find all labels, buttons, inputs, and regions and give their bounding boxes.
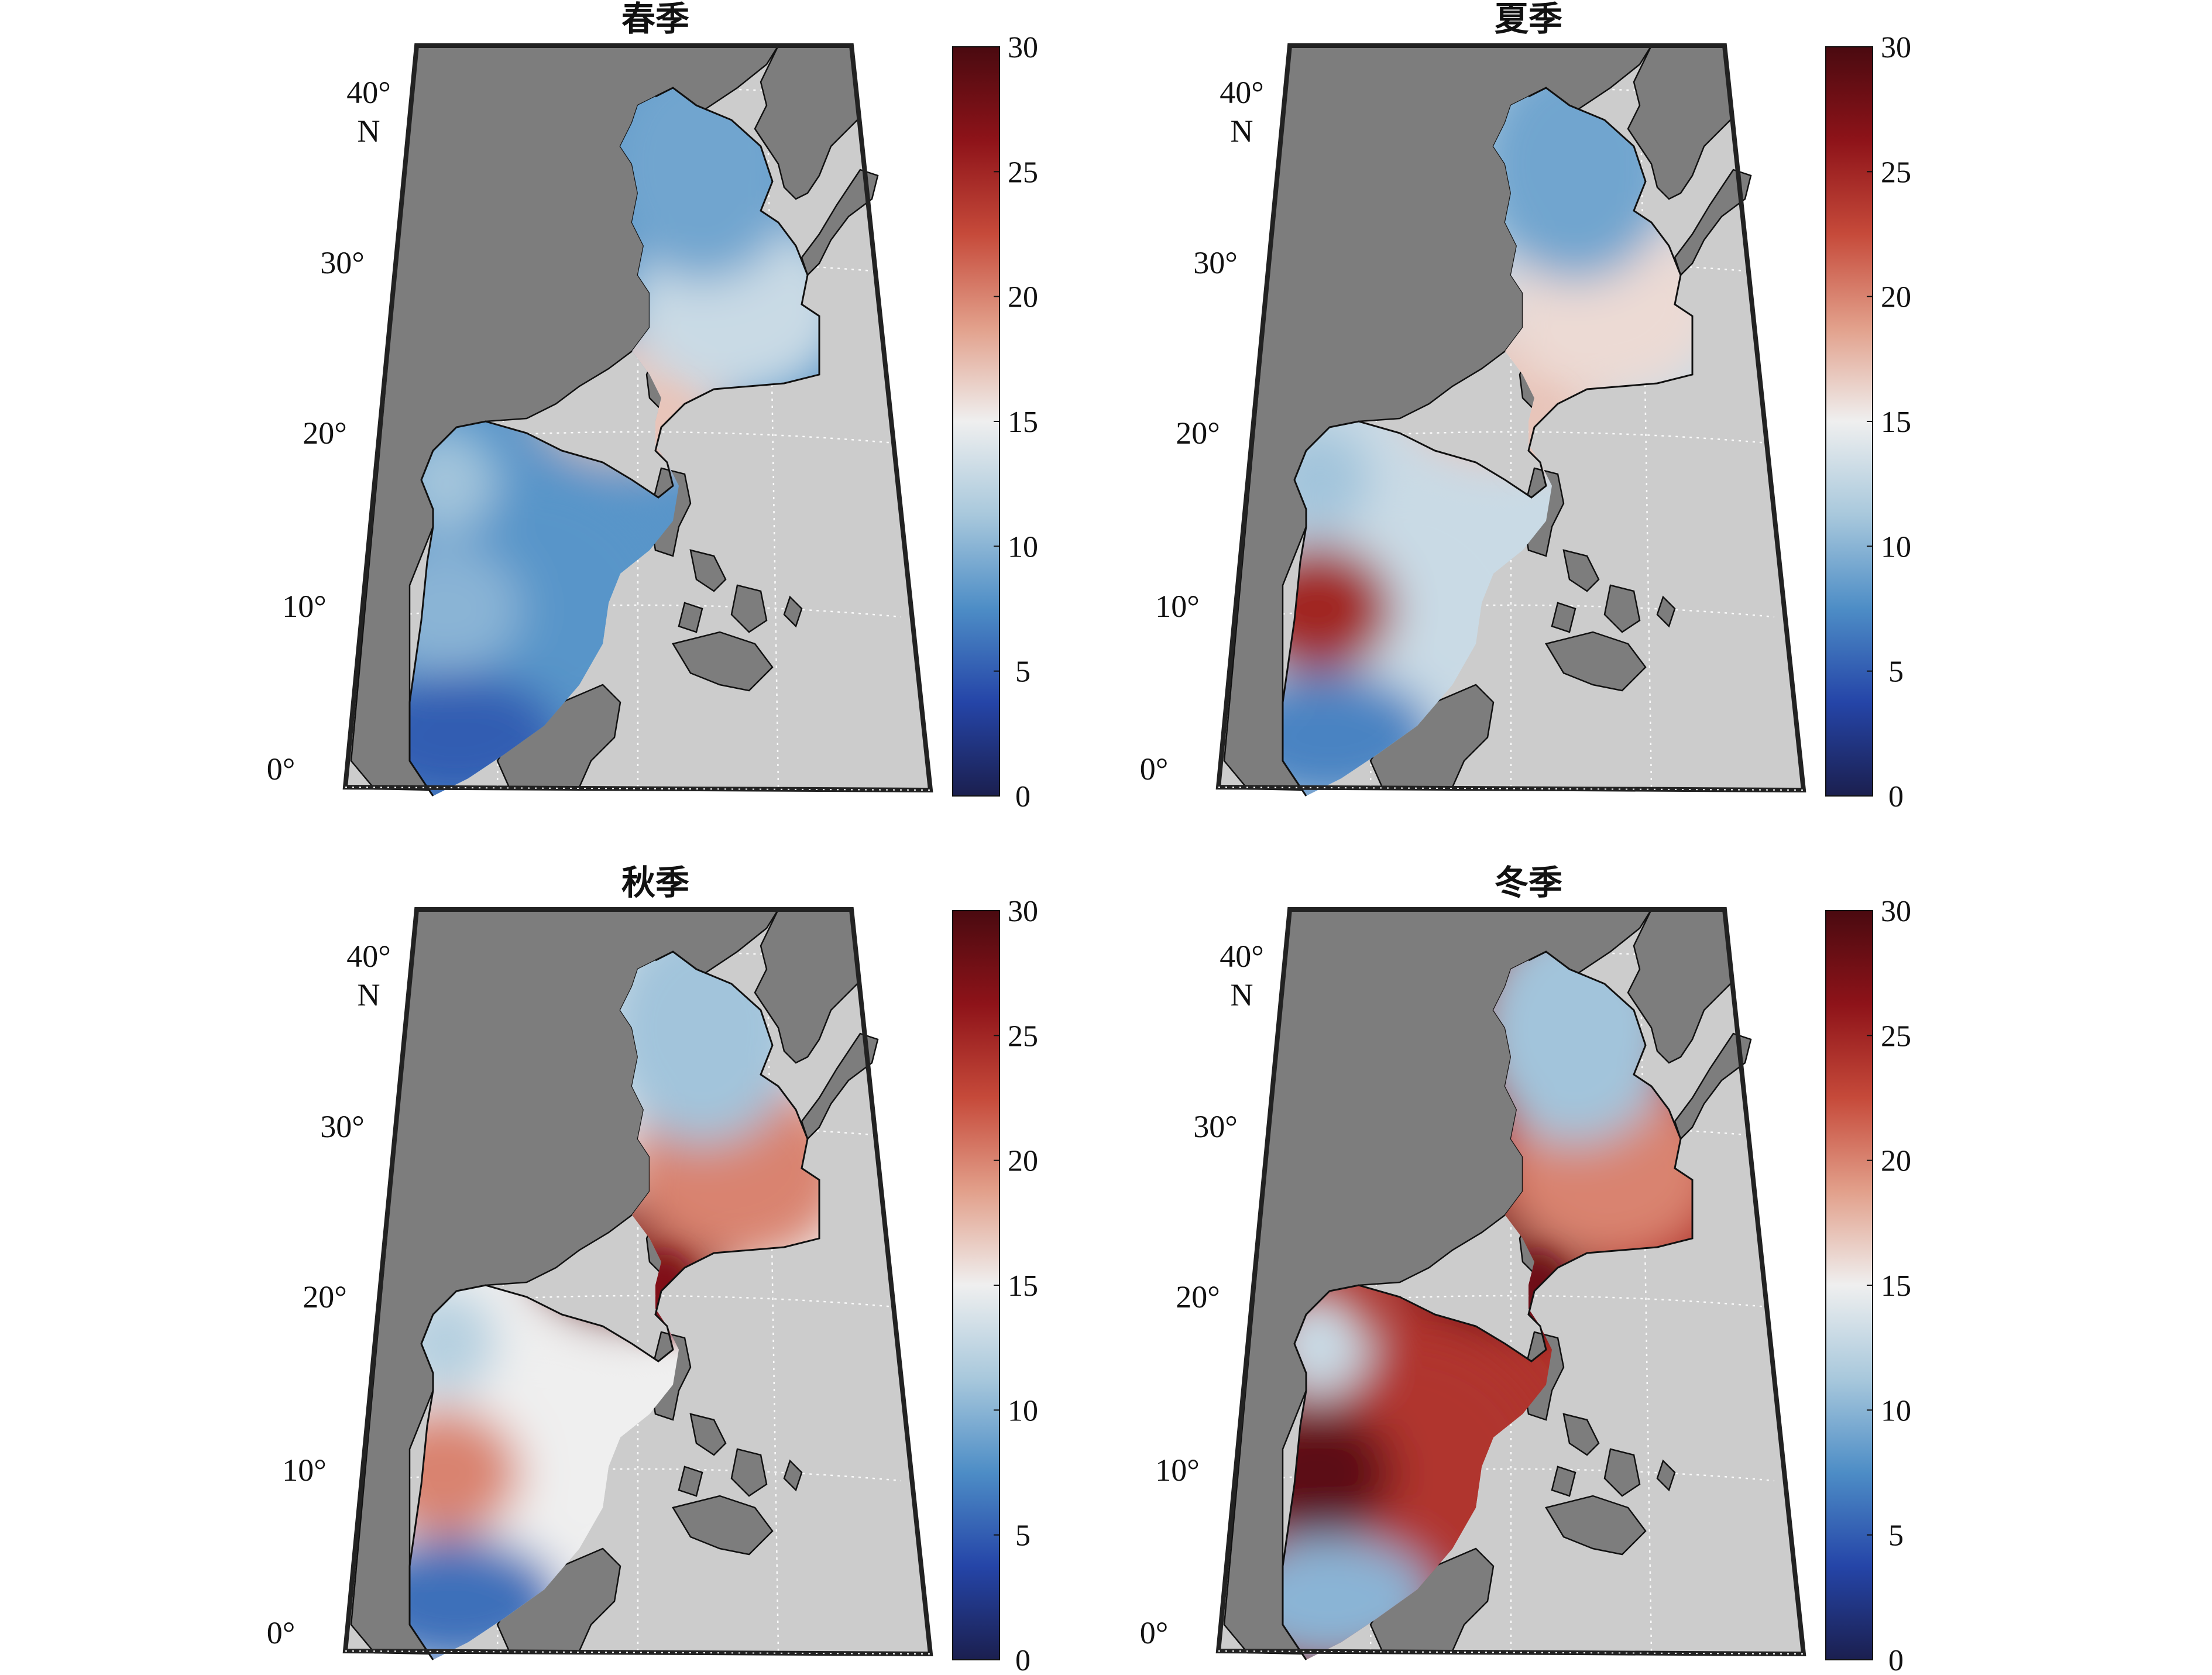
panel-title: 春季 <box>621 0 689 39</box>
map-frame <box>1215 43 1806 793</box>
lat-label: 30° <box>320 245 365 280</box>
colorbar-tick-label: 0 <box>1888 1644 1904 1675</box>
map-panel-1: 春季 40° N 30° 20° 10° 0° 30 25 20 15 10 5 0 <box>267 0 1038 814</box>
colorbar-tick-label: 25 <box>1881 156 1911 189</box>
colorbar-tick-label: 10 <box>1008 530 1038 564</box>
lat-label: 40° <box>346 75 391 110</box>
colorbar <box>952 46 1000 797</box>
colorbar-tick-label: 15 <box>1881 406 1911 439</box>
map-frame <box>342 43 933 793</box>
colorbar-tick-label: 0 <box>1015 1644 1031 1675</box>
colorbar-tick-label: 5 <box>1015 1519 1031 1553</box>
panel-title: 秋季 <box>621 863 689 902</box>
colorbar-tick-label: 15 <box>1008 406 1038 439</box>
lat-label: 10° <box>1155 589 1200 624</box>
lat-label: 10° <box>1155 1453 1200 1488</box>
field-vietnam-coast <box>410 544 521 673</box>
lat-label: 20° <box>1176 1279 1220 1314</box>
lat-label: 10° <box>282 589 327 624</box>
colorbar-tick-label: 20 <box>1881 1145 1911 1178</box>
panel-title: 夏季 <box>1495 0 1562 39</box>
land <box>1223 44 1752 791</box>
lat-label: 10° <box>282 1453 327 1488</box>
colorbar-tick-label: 25 <box>1881 1020 1911 1053</box>
colorbar-tick-label: 10 <box>1881 1394 1911 1427</box>
map-frame <box>342 907 933 1657</box>
field-vietnam-coast <box>1283 1408 1394 1537</box>
lat-label: 0° <box>267 751 296 787</box>
colorbar <box>1825 910 1873 1660</box>
lat-label: N <box>1231 977 1253 1012</box>
colorbar-tick-label: 5 <box>1888 1519 1904 1553</box>
colorbar-tick-label: 0 <box>1015 780 1031 814</box>
colorbar-tick-label: 5 <box>1888 655 1904 689</box>
coastline <box>408 87 820 797</box>
colorbar <box>1825 46 1873 797</box>
field-vietnam-coast <box>410 1408 521 1537</box>
lat-label: 30° <box>1193 1109 1238 1144</box>
coastline <box>1282 950 1694 1660</box>
lat-label: 40° <box>346 939 391 974</box>
colorbar-tick-label: 20 <box>1008 1145 1038 1178</box>
colorbar-tick-label: 30 <box>1008 31 1038 64</box>
colorbar-tick-label: 30 <box>1881 31 1911 64</box>
lat-label: 30° <box>1193 245 1238 280</box>
colorbar-tick-label: 0 <box>1888 780 1904 814</box>
lat-label: 40° <box>1220 75 1264 110</box>
coastline <box>408 950 820 1660</box>
colorbar-tick-label: 20 <box>1008 281 1038 314</box>
colorbar-tick-label: 30 <box>1881 895 1911 928</box>
colorbar-tick-label: 25 <box>1008 1020 1038 1053</box>
colorbar-tick-label: 10 <box>1008 1394 1038 1427</box>
map-panel-3: 秋季 40°N 30° 20° 10° 0° 30 25 20 15 10 5 0 <box>267 863 1038 1675</box>
colorbar-tick-label: 30 <box>1008 895 1038 928</box>
lat-label: N <box>358 977 380 1012</box>
field-vietnam-coast <box>1283 544 1394 673</box>
map-panel-4: 冬季 40°N 30° 20° 10° 0° 30 25 20 15 10 5 0 <box>1140 863 1911 1675</box>
colorbar-tick-label: 5 <box>1015 655 1031 689</box>
lat-label: 20° <box>303 1279 347 1314</box>
lat-label: 20° <box>303 416 347 451</box>
lat-label: 0° <box>1140 751 1169 787</box>
lat-label: 40° <box>1220 939 1264 974</box>
lat-label: 0° <box>267 1615 296 1650</box>
lat-label: 30° <box>320 1109 365 1144</box>
lat-label: N <box>358 114 380 149</box>
lat-label: 0° <box>1140 1615 1169 1650</box>
colorbar-tick-label: 15 <box>1008 1269 1038 1303</box>
colorbar-tick-label: 20 <box>1881 281 1911 314</box>
colorbar-tick-label: 10 <box>1881 530 1911 564</box>
map-panel-2: 夏季 40° N 30° 20° 10° 0° 30 25 20 15 10 5 0 <box>1140 0 1911 814</box>
lat-label: 20° <box>1176 416 1220 451</box>
colorbar-tick-label: 15 <box>1881 1269 1911 1303</box>
map-frame <box>1215 907 1806 1657</box>
colorbar <box>952 910 1000 1660</box>
lat-label: N <box>1231 114 1253 149</box>
panel-title: 冬季 <box>1495 863 1562 902</box>
colorbar-tick-label: 25 <box>1008 156 1038 189</box>
coastline <box>1282 87 1694 797</box>
